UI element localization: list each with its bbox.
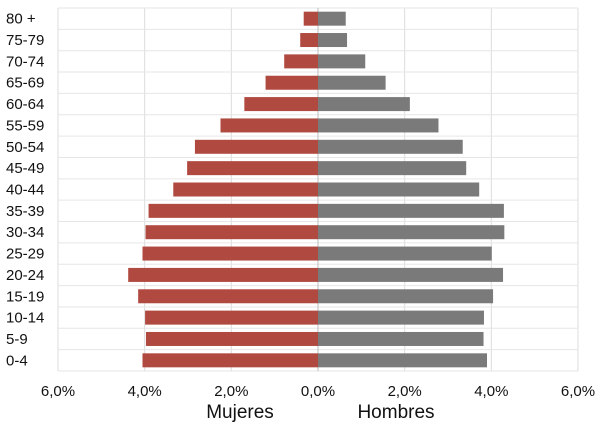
bar-hombres-0-4 — [318, 353, 487, 368]
category-label: 75-79 — [6, 32, 44, 49]
bar-mujeres-5-9 — [145, 331, 318, 346]
bar-hombres-25-29 — [318, 246, 492, 261]
bar-hombres-55-59 — [318, 118, 439, 133]
bar-hombres-20-24 — [318, 267, 504, 282]
bar-hombres-30-34 — [318, 225, 505, 240]
bar-mujeres-55-59 — [220, 118, 318, 133]
bar-hombres-75-79 — [318, 33, 348, 48]
bar-hombres-15-19 — [318, 289, 494, 304]
bar-mujeres-75-79 — [300, 33, 318, 48]
x-tick-label: 4,0% — [128, 383, 162, 400]
bar-hombres-65-69 — [318, 75, 386, 90]
category-label: 70-74 — [6, 53, 44, 70]
series-label-hombres: Hombres — [357, 402, 434, 423]
category-label: 50-54 — [6, 139, 44, 156]
category-label: 30-34 — [6, 224, 44, 241]
bar-hombres-45-49 — [318, 161, 467, 176]
bar-mujeres-80 — [303, 11, 318, 26]
category-label: 0-4 — [6, 352, 28, 369]
x-tick-label: 6,0% — [561, 383, 595, 400]
category-label: 15-19 — [6, 288, 44, 305]
category-label: 60-64 — [6, 96, 44, 113]
bar-hombres-50-54 — [318, 139, 463, 154]
category-label: 5-9 — [6, 331, 28, 348]
grid-layer — [57, 7, 579, 372]
bar-mujeres-25-29 — [142, 246, 318, 261]
bar-hombres-60-64 — [318, 97, 410, 112]
bar-mujeres-30-34 — [145, 225, 318, 240]
bar-mujeres-65-69 — [265, 75, 318, 90]
category-label: 25-29 — [6, 246, 44, 263]
bar-hombres-70-74 — [318, 54, 366, 69]
bar-mujeres-45-49 — [187, 161, 318, 176]
category-label: 10-14 — [6, 310, 44, 327]
bar-hombres-80 — [318, 11, 346, 26]
bar-mujeres-15-19 — [138, 289, 318, 304]
bar-mujeres-40-44 — [173, 182, 318, 197]
category-labels: 80 + 75-79 70-74 65-69 60-64 55-59 50-54 45-49 4… — [6, 11, 44, 370]
bar-mujeres-0-4 — [142, 353, 318, 368]
x-tick-label: 2,0% — [214, 383, 248, 400]
bar-hombres-5-9 — [318, 331, 484, 346]
series-label-mujeres: Mujeres — [206, 402, 274, 423]
bar-hombres-35-39 — [318, 203, 504, 218]
category-label: 20-24 — [6, 267, 44, 284]
x-tick-label: 2,0% — [388, 383, 422, 400]
category-label: 35-39 — [6, 203, 44, 220]
category-label: 65-69 — [6, 75, 44, 92]
bar-mujeres-60-64 — [244, 97, 318, 112]
bar-mujeres-10-14 — [145, 310, 318, 325]
x-tick-label: 4,0% — [474, 383, 508, 400]
bars-layer — [128, 11, 505, 368]
bar-mujeres-50-54 — [194, 139, 318, 154]
category-label: 55-59 — [6, 117, 44, 134]
bar-mujeres-35-39 — [148, 203, 318, 218]
category-label: 80 + — [6, 11, 36, 28]
bar-hombres-40-44 — [318, 182, 480, 197]
bar-mujeres-70-74 — [284, 54, 318, 69]
category-label: 40-44 — [6, 182, 44, 199]
category-label: 45-49 — [6, 160, 44, 177]
x-tick-label: 6,0% — [41, 383, 75, 400]
bar-hombres-10-14 — [318, 310, 484, 325]
x-tick-labels: 6,0% 4,0% 2,0% 0,0% 2,0% 4,0% 6,0% — [41, 383, 595, 400]
series-labels: Mujeres Hombres — [206, 402, 434, 423]
x-tick-label: 0,0% — [301, 383, 335, 400]
bar-mujeres-20-24 — [128, 267, 318, 282]
